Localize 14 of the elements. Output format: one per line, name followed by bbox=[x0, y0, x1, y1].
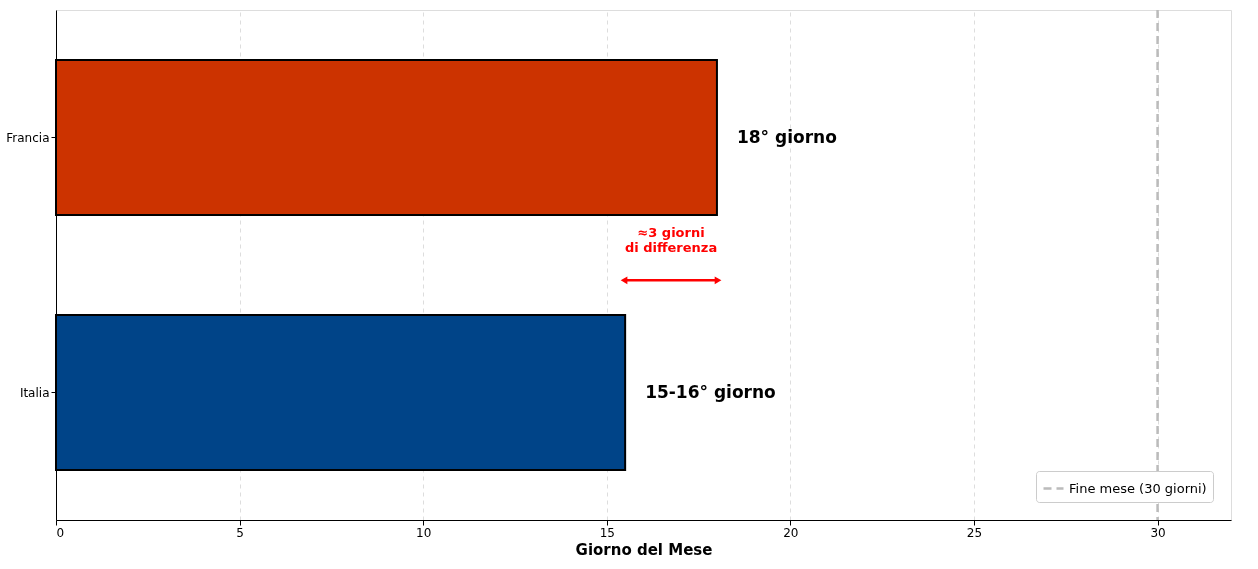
x-axis-title: Giorno del Mese bbox=[575, 540, 713, 559]
x-tick-label: 15 bbox=[599, 525, 615, 540]
x-tick-label: 10 bbox=[416, 525, 432, 540]
annotation: ≈3 giorni di differenza bbox=[624, 224, 718, 255]
data-label: 15-16° giorno bbox=[645, 381, 776, 402]
x-tick-label: 5 bbox=[236, 525, 244, 540]
y-tick-label: Italia bbox=[19, 385, 50, 400]
ref-line-label: Fine mese (30 giorni) bbox=[1069, 480, 1207, 496]
x-tick-label: 0 bbox=[56, 525, 65, 540]
x-tick-label: 20 bbox=[783, 525, 799, 540]
data-label: 18° giorno bbox=[736, 126, 837, 147]
x-tick-label: 30 bbox=[1150, 525, 1166, 540]
y-tick-label: Francia bbox=[6, 130, 50, 145]
x-tick-label: 25 bbox=[966, 525, 983, 540]
